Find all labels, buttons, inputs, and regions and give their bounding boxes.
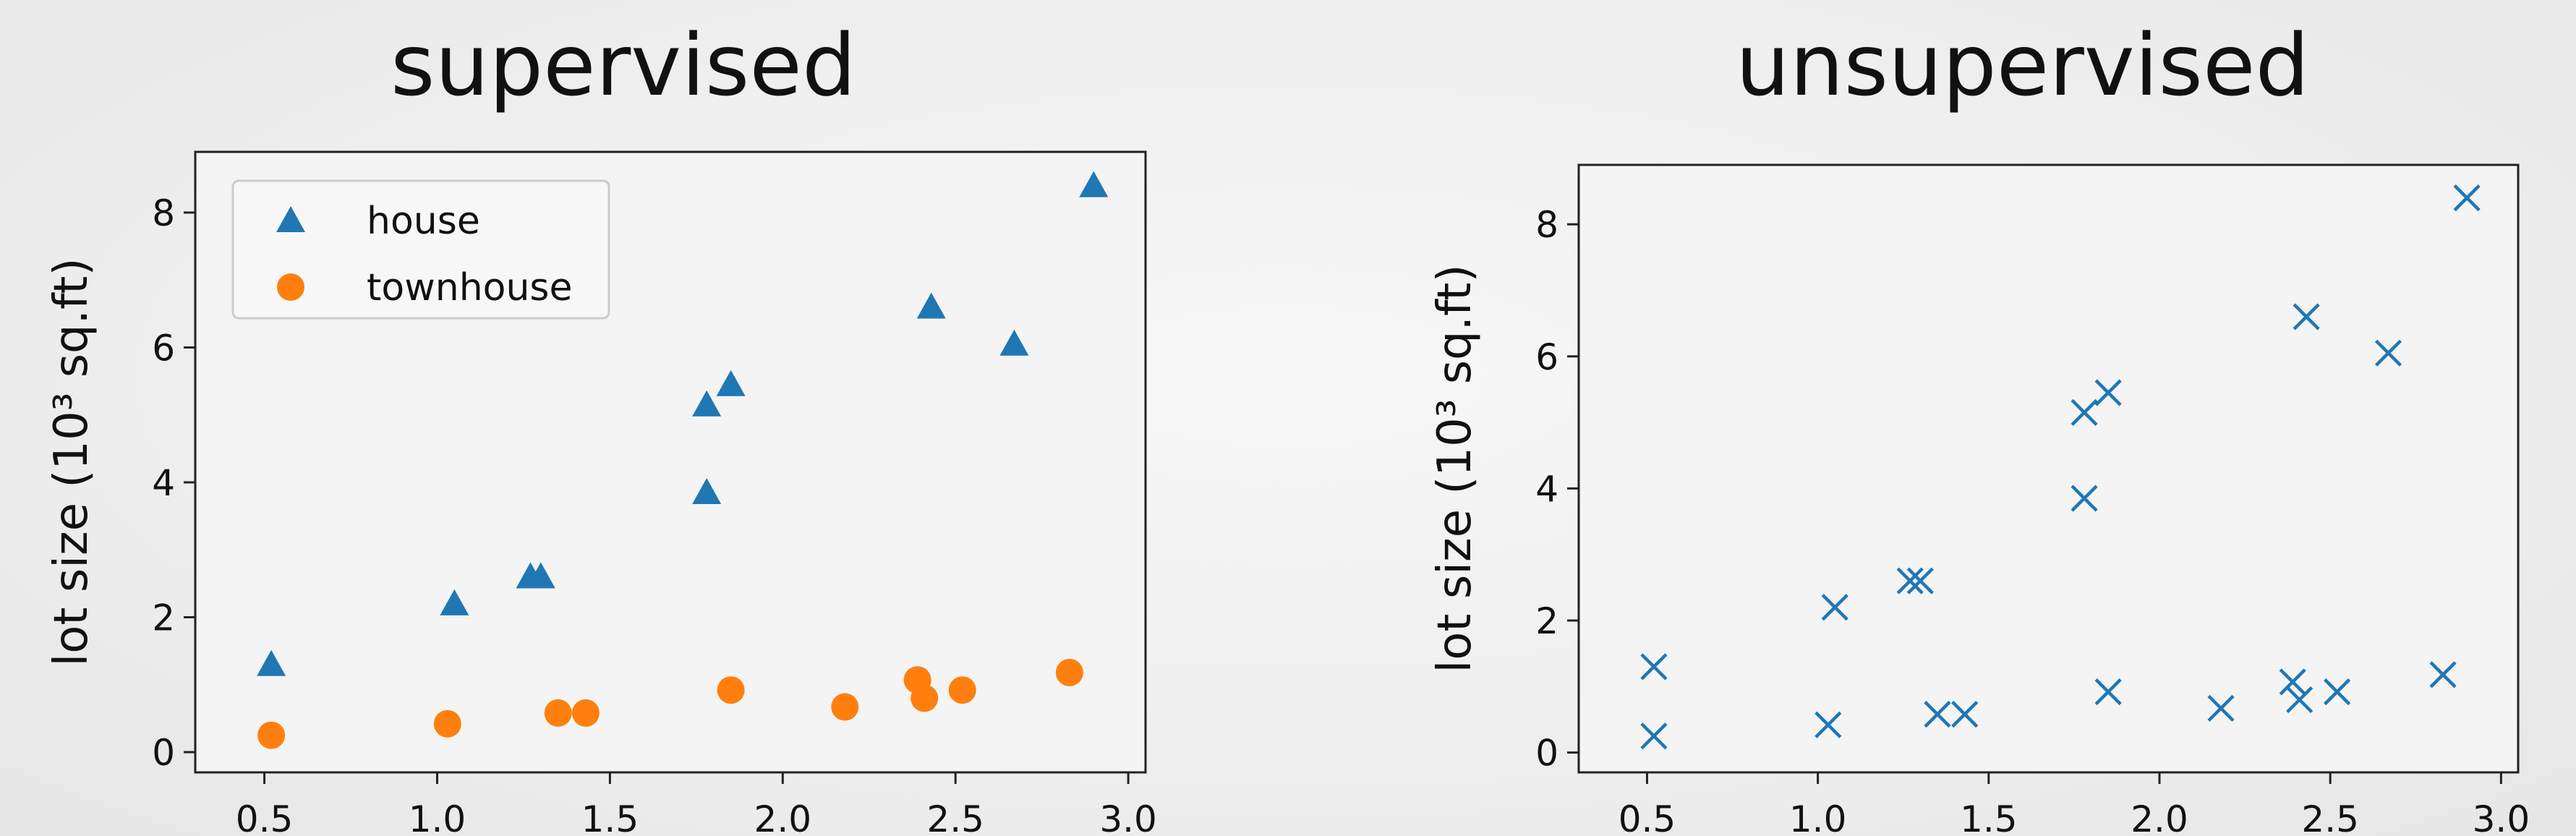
- supervised-y-tick-label: 0: [152, 732, 175, 774]
- house-point: [916, 292, 946, 319]
- unsupervised-y-tick-label: 4: [1535, 468, 1558, 510]
- data-point: [1821, 594, 1848, 621]
- data-point: [2374, 339, 2402, 367]
- unsupervised-scatter-chart: 0.5 1.0 1.5 2.0 2.5 3.0 0 2 4 6 8 lot size (10³ sq.…: [1428, 163, 2530, 836]
- supervised-x-tick-label: 1.0: [409, 798, 466, 836]
- unsupervised-x-tick-label: 0.5: [1618, 798, 1676, 836]
- data-point: [1814, 711, 1842, 738]
- unsupervised-x-tick-label: 3.0: [2473, 798, 2530, 836]
- unsupervised-plot-area: [1577, 163, 2520, 774]
- supervised-x-tick-label: 2.5: [926, 798, 984, 836]
- supervised-scatter-chart: 0.5 1.0 1.5 2.0 2.5 3.0 0 2 4 6 8 lot size (10³ sq.…: [45, 150, 1157, 836]
- townhouse-point: [1055, 658, 1083, 686]
- supervised-title: supervised: [391, 15, 856, 115]
- townhouse-point: [717, 676, 745, 704]
- townhouse-point: [571, 699, 600, 727]
- data-point: [1951, 701, 1979, 728]
- unsupervised-y-tick-label: 0: [1535, 733, 1558, 775]
- supervised-x-tick-label: 2.0: [754, 798, 812, 836]
- townhouse-point: [948, 676, 976, 704]
- supervised-x-tick-label: 3.0: [1099, 798, 1157, 836]
- data-point: [2070, 485, 2098, 512]
- data-point: [1896, 567, 1924, 594]
- data-point: [2286, 686, 2313, 714]
- data-point: [2429, 661, 2457, 688]
- house-point: [257, 649, 286, 676]
- data-point: [2094, 678, 2122, 706]
- supervised-y-tick-label: 8: [152, 192, 175, 234]
- unsupervised-y-axis-label: lot size (10³ sq.ft): [1428, 265, 1482, 673]
- data-point: [1640, 722, 1668, 750]
- data-point: [2207, 694, 2235, 722]
- supervised-y-tick-label: 4: [152, 462, 175, 504]
- data-point: [1924, 701, 1951, 728]
- supervised-y-tick-label: 2: [152, 597, 175, 639]
- house-point: [440, 589, 469, 615]
- supervised-x-tick-label: 1.5: [581, 798, 639, 836]
- unsupervised-x-tick-label: 1.5: [1960, 798, 2018, 836]
- legend-label-house: house: [367, 200, 480, 243]
- legend-label-townhouse: townhouse: [367, 266, 573, 310]
- legend-townhouse-marker: [277, 273, 304, 301]
- supervised-y-tick-label: 6: [152, 327, 175, 369]
- supervised-x-tick-label: 0.5: [236, 798, 294, 836]
- house-point: [716, 370, 746, 396]
- house-point: [999, 329, 1029, 356]
- unsupervised-title: unsupervised: [1736, 15, 2310, 115]
- data-point: [2293, 303, 2320, 330]
- house-point: [1079, 171, 1109, 197]
- unsupervised-x-tick-label: 2.5: [2301, 798, 2359, 836]
- townhouse-point: [831, 693, 859, 721]
- data-point: [2094, 379, 2122, 406]
- townhouse-point: [257, 721, 286, 749]
- unsupervised-y-tick-label: 2: [1535, 600, 1558, 642]
- house-point: [692, 390, 722, 417]
- house-point: [692, 477, 722, 504]
- legend-house-marker: [276, 206, 305, 232]
- data-point: [2324, 678, 2351, 706]
- unsupervised-x-tick-label: 1.0: [1789, 798, 1847, 836]
- townhouse-point: [433, 709, 461, 738]
- data-point: [1906, 567, 1934, 594]
- townhouse-point: [544, 699, 572, 727]
- data-point: [2070, 398, 2098, 426]
- townhouse-point: [910, 684, 939, 712]
- data-point: [1640, 653, 1668, 681]
- unsupervised-y-tick-label: 6: [1535, 336, 1558, 378]
- supervised-legend: [231, 179, 610, 320]
- data-point: [2279, 668, 2306, 696]
- unsupervised-x-tick-label: 2.0: [2131, 798, 2188, 836]
- supervised-y-axis-label: lot size (10³ sq.ft): [45, 258, 98, 667]
- house-point: [526, 562, 555, 589]
- unsupervised-y-tick-label: 8: [1535, 204, 1558, 246]
- data-point: [2453, 184, 2481, 212]
